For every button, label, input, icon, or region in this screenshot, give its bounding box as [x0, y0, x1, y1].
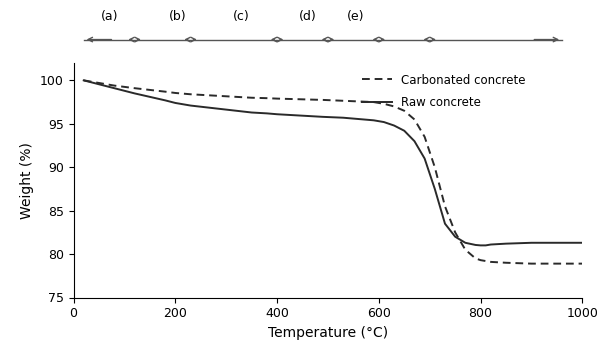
Carbonated concrete	[218, 94, 225, 98]
Raw concrete	[289, 113, 296, 117]
Raw concrete	[390, 124, 398, 128]
Raw concrete	[248, 110, 256, 114]
Raw concrete	[503, 241, 510, 246]
Carbonated concrete	[411, 117, 418, 121]
Y-axis label: Weight (%): Weight (%)	[20, 142, 34, 219]
Raw concrete	[90, 81, 97, 85]
Raw concrete	[462, 241, 469, 245]
Raw concrete	[431, 187, 438, 191]
Raw concrete	[147, 95, 154, 99]
Carbonated concrete	[202, 93, 210, 97]
Raw concrete	[80, 78, 88, 83]
X-axis label: Temperature (°C): Temperature (°C)	[268, 326, 388, 340]
Raw concrete	[350, 117, 357, 121]
Carbonated concrete	[579, 261, 586, 266]
Carbonated concrete	[528, 261, 535, 266]
Carbonated concrete	[248, 96, 256, 100]
Carbonated concrete	[487, 260, 495, 264]
Carbonated concrete	[319, 98, 327, 102]
Line: Carbonated concrete: Carbonated concrete	[84, 80, 582, 264]
Raw concrete	[477, 243, 484, 247]
Carbonated concrete	[370, 100, 378, 104]
Carbonated concrete	[233, 95, 240, 99]
Raw concrete	[487, 243, 495, 247]
Raw concrete	[528, 241, 535, 245]
Carbonated concrete	[451, 230, 459, 235]
Raw concrete	[110, 86, 118, 90]
Text: (b): (b)	[169, 10, 187, 23]
Carbonated concrete	[482, 259, 489, 263]
Raw concrete	[187, 104, 194, 108]
Text: (e): (e)	[347, 10, 365, 23]
Carbonated concrete	[263, 96, 270, 100]
Raw concrete	[273, 112, 281, 116]
Carbonated concrete	[503, 261, 510, 265]
Carbonated concrete	[110, 84, 118, 88]
Carbonated concrete	[441, 204, 449, 208]
Raw concrete	[202, 105, 210, 110]
Raw concrete	[370, 118, 378, 122]
Carbonated concrete	[101, 82, 108, 86]
Raw concrete	[304, 114, 311, 118]
Carbonated concrete	[421, 135, 428, 139]
Carbonated concrete	[472, 256, 479, 260]
Carbonated concrete	[131, 86, 139, 90]
Raw concrete	[131, 91, 139, 96]
Legend: Carbonated concrete, Raw concrete: Carbonated concrete, Raw concrete	[362, 74, 525, 109]
Raw concrete	[263, 111, 270, 116]
Raw concrete	[233, 108, 240, 113]
Carbonated concrete	[360, 99, 367, 104]
Carbonated concrete	[273, 97, 281, 101]
Carbonated concrete	[401, 108, 408, 113]
Carbonated concrete	[329, 98, 337, 103]
Carbonated concrete	[147, 88, 154, 92]
Raw concrete	[441, 222, 449, 226]
Carbonated concrete	[187, 92, 194, 96]
Raw concrete	[482, 243, 489, 247]
Carbonated concrete	[431, 165, 438, 169]
Raw concrete	[172, 101, 179, 105]
Text: (c): (c)	[233, 10, 250, 23]
Raw concrete	[380, 120, 387, 124]
Raw concrete	[101, 84, 108, 88]
Raw concrete	[472, 243, 479, 247]
Raw concrete	[121, 89, 128, 93]
Raw concrete	[411, 139, 418, 143]
Raw concrete	[319, 115, 327, 119]
Carbonated concrete	[462, 248, 469, 252]
Carbonated concrete	[350, 99, 357, 103]
Line: Raw concrete: Raw concrete	[84, 80, 582, 245]
Raw concrete	[329, 115, 337, 119]
Carbonated concrete	[172, 91, 179, 95]
Carbonated concrete	[340, 99, 347, 103]
Carbonated concrete	[304, 97, 311, 102]
Carbonated concrete	[90, 80, 97, 84]
Raw concrete	[340, 116, 347, 120]
Raw concrete	[579, 241, 586, 245]
Text: (a): (a)	[101, 10, 118, 23]
Carbonated concrete	[161, 90, 169, 94]
Carbonated concrete	[80, 78, 88, 83]
Raw concrete	[421, 156, 428, 161]
Carbonated concrete	[390, 104, 398, 108]
Raw concrete	[451, 234, 459, 239]
Text: (d): (d)	[299, 10, 316, 23]
Carbonated concrete	[380, 102, 387, 106]
Carbonated concrete	[289, 97, 296, 101]
Carbonated concrete	[121, 85, 128, 89]
Raw concrete	[161, 98, 169, 103]
Raw concrete	[218, 107, 225, 111]
Carbonated concrete	[477, 258, 484, 262]
Raw concrete	[554, 241, 561, 245]
Raw concrete	[360, 117, 367, 121]
Raw concrete	[401, 129, 408, 133]
Carbonated concrete	[554, 261, 561, 266]
